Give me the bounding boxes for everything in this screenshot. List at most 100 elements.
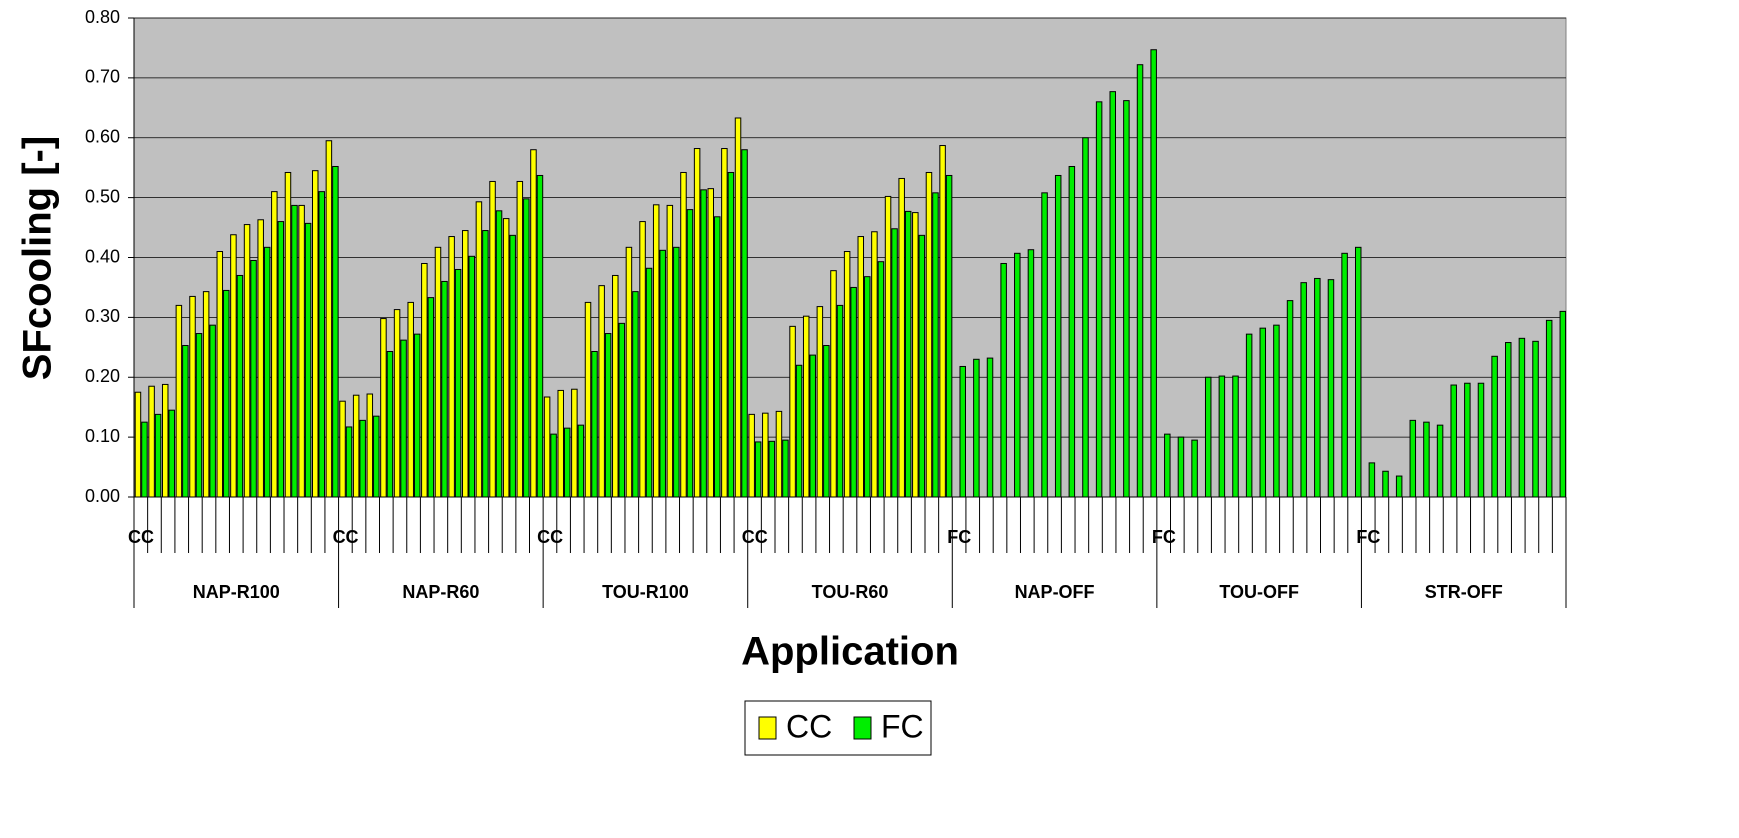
bar — [1491, 355, 1498, 498]
bar — [1368, 462, 1376, 498]
bar — [1191, 439, 1198, 498]
bar — [1532, 340, 1539, 498]
bar — [523, 198, 530, 498]
bar — [1027, 249, 1035, 498]
bar — [877, 261, 885, 498]
bar — [891, 228, 898, 498]
bar — [427, 297, 435, 498]
bar — [148, 385, 155, 498]
bar — [1054, 174, 1062, 498]
bar — [325, 140, 333, 498]
bar — [686, 209, 694, 498]
group-label: TOU-OFF — [1219, 582, 1299, 602]
bar — [857, 236, 865, 498]
legend-label: FC — [881, 708, 924, 744]
bar — [236, 274, 244, 498]
bar — [932, 192, 939, 498]
bar — [448, 236, 455, 498]
bar — [230, 234, 237, 498]
bar — [598, 285, 605, 498]
bar — [1259, 327, 1267, 498]
bar — [366, 393, 374, 498]
bar — [639, 221, 646, 498]
bar — [550, 433, 557, 498]
bar — [175, 304, 183, 498]
bar — [884, 195, 892, 498]
y-tick-label: 0.40 — [85, 246, 120, 266]
bar — [1014, 252, 1021, 498]
y-tick-label: 0.60 — [85, 127, 120, 147]
bar — [359, 419, 366, 498]
y-tick-label: 0.80 — [85, 7, 120, 27]
bar — [850, 286, 857, 498]
bar — [1382, 470, 1389, 498]
bar — [1232, 375, 1239, 498]
bar — [202, 291, 210, 498]
group-label: NAP-R100 — [193, 582, 280, 602]
x-tick-label: CC — [742, 527, 768, 547]
group-label: NAP-R60 — [402, 582, 479, 602]
bar — [168, 409, 175, 498]
bar — [263, 246, 271, 498]
bar — [304, 222, 312, 498]
bar — [182, 345, 189, 498]
x-tick-label: FC — [947, 527, 971, 547]
bar — [393, 309, 401, 498]
bar — [291, 204, 298, 498]
bar — [591, 351, 598, 498]
bar — [1559, 310, 1567, 498]
bar — [741, 149, 748, 498]
bar — [495, 210, 503, 498]
bar — [1286, 300, 1294, 498]
bar — [1450, 384, 1457, 498]
bar — [680, 171, 687, 498]
bar — [209, 324, 216, 498]
bar — [782, 439, 789, 498]
bar — [400, 339, 407, 498]
legend-label: CC — [786, 708, 832, 744]
legend-swatch — [758, 716, 777, 740]
bar — [864, 276, 871, 498]
bar — [154, 413, 162, 498]
bar — [959, 365, 966, 498]
bar — [530, 149, 537, 498]
bar — [1273, 324, 1280, 498]
group-label: NAP-OFF — [1015, 582, 1095, 602]
bar — [973, 358, 980, 498]
bar — [714, 216, 721, 498]
bar — [618, 322, 626, 498]
bar — [1341, 252, 1348, 498]
bar — [475, 201, 483, 498]
y-tick-label: 0.50 — [85, 186, 120, 206]
y-tick-label: 0.20 — [85, 366, 120, 386]
bar — [816, 306, 824, 498]
bar — [1395, 475, 1403, 498]
x-axis-title: Application — [741, 630, 959, 674]
x-tick-label: CC — [537, 527, 563, 547]
bar — [1068, 165, 1076, 498]
bar — [612, 274, 619, 498]
bar — [836, 304, 844, 498]
bar — [700, 189, 707, 498]
bar — [1518, 337, 1526, 498]
bar — [775, 410, 783, 498]
bar — [1245, 333, 1253, 498]
bar — [754, 441, 762, 498]
bar — [1327, 279, 1335, 498]
bar — [830, 270, 837, 498]
bar — [652, 204, 660, 498]
bar — [462, 230, 469, 498]
bar — [386, 351, 394, 498]
bar — [789, 325, 796, 498]
bar — [489, 180, 496, 498]
bar — [1204, 376, 1212, 498]
bar — [584, 301, 592, 498]
bar — [898, 177, 905, 498]
bar — [502, 218, 510, 498]
bar — [707, 188, 714, 498]
bar — [1423, 421, 1430, 498]
y-tick-label: 0.10 — [85, 426, 120, 446]
x-tick-label: CC — [128, 527, 154, 547]
bar — [625, 246, 633, 498]
bar — [802, 315, 810, 498]
